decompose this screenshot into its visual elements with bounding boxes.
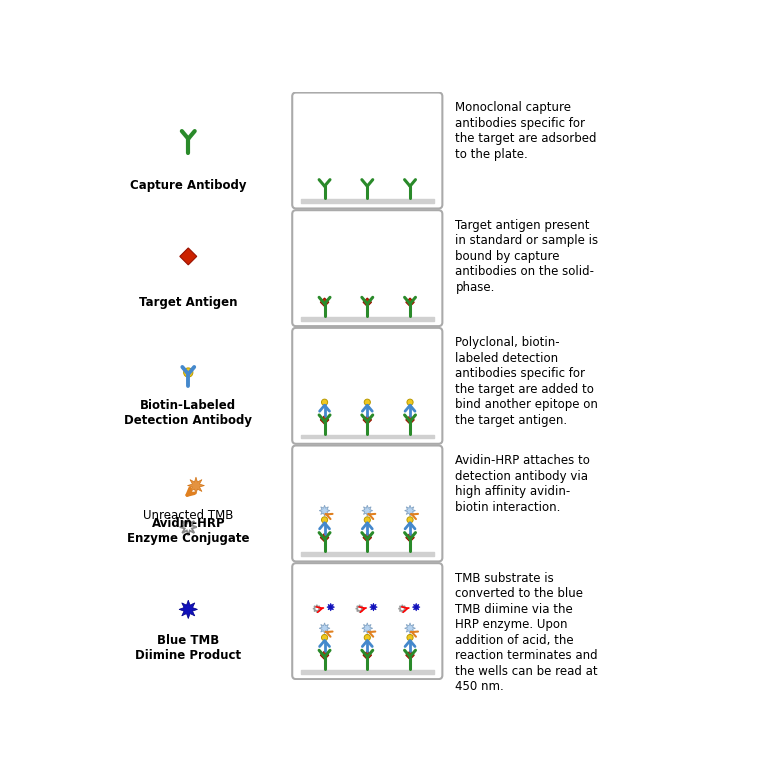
Polygon shape	[362, 505, 373, 516]
Polygon shape	[356, 605, 364, 613]
Polygon shape	[327, 604, 335, 611]
Polygon shape	[187, 477, 205, 494]
Polygon shape	[363, 651, 371, 659]
Text: Polyclonal, biotin-
labeled detection
antibodies specific for
the target are add: Polyclonal, biotin- labeled detection an…	[455, 336, 598, 427]
Text: Target antigen present
in standard or sample is
bound by capture
antibodies on t: Target antigen present in standard or sa…	[455, 219, 598, 293]
Circle shape	[364, 634, 371, 640]
Circle shape	[407, 634, 413, 640]
Polygon shape	[413, 604, 420, 611]
Polygon shape	[319, 505, 330, 516]
Polygon shape	[363, 416, 371, 424]
Text: Blue TMB
Diimine Product: Blue TMB Diimine Product	[135, 634, 241, 662]
Circle shape	[322, 399, 328, 405]
Text: Monoclonal capture
antibodies specific for
the target are adsorbed
to the plate.: Monoclonal capture antibodies specific f…	[455, 101, 597, 160]
Polygon shape	[405, 505, 416, 516]
FancyBboxPatch shape	[292, 328, 442, 444]
Text: Target Antigen: Target Antigen	[139, 296, 238, 309]
Circle shape	[322, 634, 328, 640]
Polygon shape	[363, 533, 371, 542]
Text: Unreacted TMB: Unreacted TMB	[143, 509, 234, 522]
Polygon shape	[320, 651, 329, 659]
Polygon shape	[405, 623, 416, 633]
Text: Avidin-HRP attaches to
detection antibody via
high affinity avidin-
biotin inter: Avidin-HRP attaches to detection antibod…	[455, 454, 591, 513]
FancyBboxPatch shape	[292, 445, 442, 562]
Polygon shape	[180, 519, 197, 536]
Polygon shape	[362, 623, 373, 633]
Polygon shape	[406, 651, 414, 659]
Text: TMB substrate is
converted to the blue
TMB diimine via the
HRP enzyme. Upon
addi: TMB substrate is converted to the blue T…	[455, 571, 598, 693]
Polygon shape	[313, 605, 321, 613]
Text: Biotin-Labeled
Detection Antibody: Biotin-Labeled Detection Antibody	[125, 399, 252, 427]
Polygon shape	[370, 604, 377, 611]
FancyBboxPatch shape	[292, 563, 442, 679]
Text: Capture Antibody: Capture Antibody	[130, 179, 247, 192]
Polygon shape	[320, 416, 329, 424]
Text: Avidin-HRP
Enzyme Conjugate: Avidin-HRP Enzyme Conjugate	[127, 516, 250, 545]
FancyBboxPatch shape	[292, 210, 442, 326]
Polygon shape	[320, 298, 329, 306]
Circle shape	[322, 516, 328, 523]
Polygon shape	[363, 298, 371, 306]
Polygon shape	[319, 623, 330, 633]
Polygon shape	[406, 416, 414, 424]
Polygon shape	[180, 248, 197, 265]
Polygon shape	[399, 605, 406, 613]
Circle shape	[364, 399, 371, 405]
Polygon shape	[179, 601, 198, 619]
Circle shape	[364, 516, 371, 523]
Polygon shape	[320, 533, 329, 542]
Circle shape	[407, 516, 413, 523]
FancyBboxPatch shape	[292, 92, 442, 209]
Polygon shape	[406, 298, 414, 306]
Circle shape	[407, 399, 413, 405]
Polygon shape	[406, 533, 414, 542]
Circle shape	[183, 368, 193, 377]
